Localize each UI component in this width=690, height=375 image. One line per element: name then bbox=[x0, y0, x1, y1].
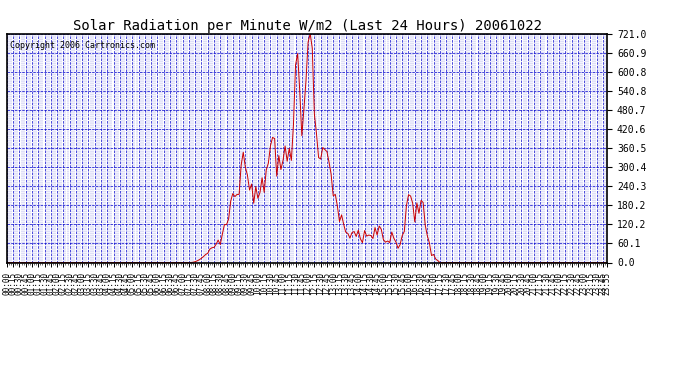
Text: Copyright 2006 Cartronics.com: Copyright 2006 Cartronics.com bbox=[10, 40, 155, 50]
Title: Solar Radiation per Minute W/m2 (Last 24 Hours) 20061022: Solar Radiation per Minute W/m2 (Last 24… bbox=[72, 19, 542, 33]
